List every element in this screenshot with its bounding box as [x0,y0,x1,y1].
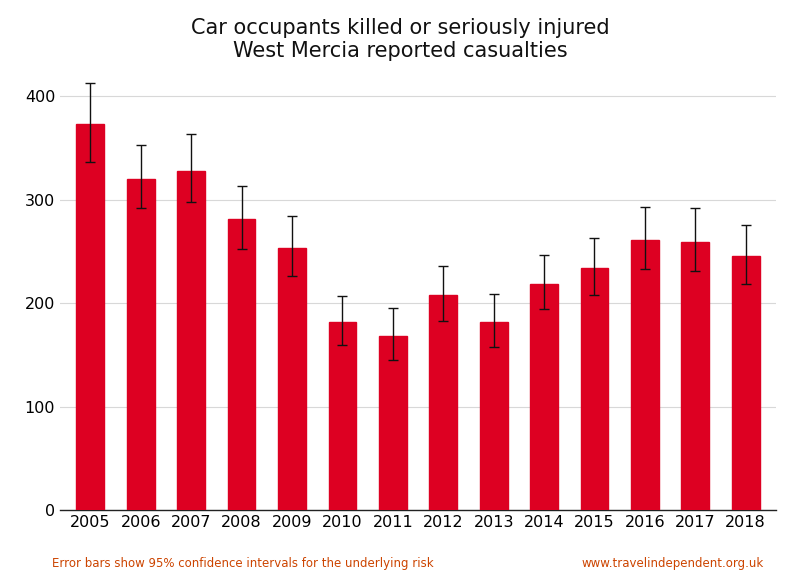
Text: Error bars show 95% confidence intervals for the underlying risk: Error bars show 95% confidence intervals… [52,557,434,570]
Bar [329,322,356,510]
Bar [732,256,760,510]
Bar [581,268,608,510]
Text: Car occupants killed or seriously injured: Car occupants killed or seriously injure… [190,18,610,38]
Bar [127,179,154,510]
Bar [278,248,306,510]
Bar [76,124,104,510]
Text: West Mercia reported casualties: West Mercia reported casualties [233,41,567,61]
Bar [178,171,205,510]
Bar [228,219,255,510]
Bar [430,295,457,510]
Bar [682,242,709,510]
Text: www.travelindependent.org.uk: www.travelindependent.org.uk [582,557,764,570]
Bar [530,284,558,510]
Bar [631,240,658,510]
Bar [480,322,507,510]
Bar [379,336,406,510]
